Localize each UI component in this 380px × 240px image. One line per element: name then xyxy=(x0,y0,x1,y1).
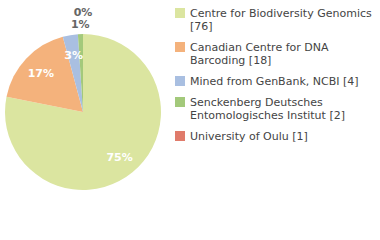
legend-label: University of Oulu [1] xyxy=(190,130,308,143)
legend-swatch xyxy=(175,76,185,86)
pie-slice xyxy=(78,34,83,112)
chart: 75% 17% 3% 1%0% Centre for Biodiversity Geno… xyxy=(0,0,380,240)
pie-slice xyxy=(83,34,84,112)
legend-label: Canadian Centre for DNABarcoding [18] xyxy=(190,41,329,67)
legend-swatch xyxy=(175,97,185,107)
data-labels: 75% 17% 3% 1%0% xyxy=(28,6,133,164)
pie-slice xyxy=(5,34,161,190)
legend-swatch xyxy=(175,131,185,141)
data-label: 0% xyxy=(74,6,93,19)
legend-swatch xyxy=(175,8,185,18)
data-label: 75% xyxy=(106,151,132,164)
legend-label: Senckenberg DeutschesEntomologisches Ins… xyxy=(190,96,345,122)
pie-slice xyxy=(63,34,83,112)
legend-label: Mined from GenBank, NCBI [4] xyxy=(190,75,359,88)
data-label: 1% xyxy=(71,18,90,31)
legend-label: Centre for Biodiversity Genomics[76] xyxy=(190,7,372,33)
legend-swatch xyxy=(175,42,185,52)
data-label: 3% xyxy=(64,49,83,62)
pie xyxy=(5,34,161,190)
legend: Centre for Biodiversity Genomics[76] Cana… xyxy=(175,7,372,143)
data-label: 17% xyxy=(28,67,54,80)
